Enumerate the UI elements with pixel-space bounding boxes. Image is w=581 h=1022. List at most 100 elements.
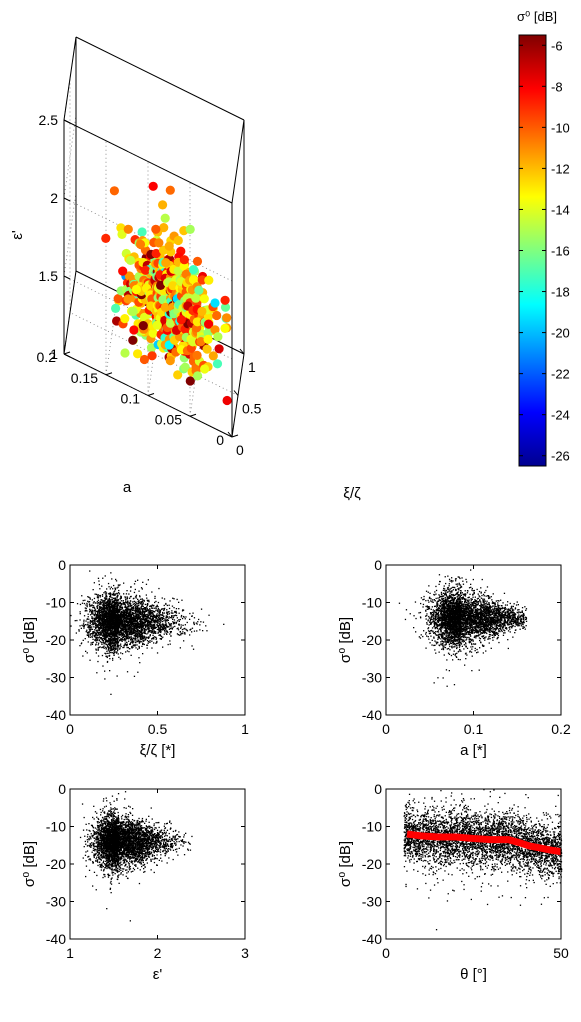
data-point <box>125 629 127 631</box>
data-point <box>133 591 136 594</box>
data-point <box>124 635 127 637</box>
data-point <box>123 626 125 629</box>
data-point <box>131 284 141 295</box>
data-point <box>99 621 101 623</box>
data-point <box>96 624 98 627</box>
data-point <box>131 609 133 611</box>
data-point <box>136 636 139 638</box>
data-point <box>108 609 110 611</box>
y-axis-label: a <box>123 479 132 496</box>
data-point <box>97 660 99 663</box>
data-point <box>99 588 101 590</box>
data-point <box>110 693 112 695</box>
data-point <box>119 626 121 628</box>
data-point <box>140 601 142 603</box>
data-point <box>113 651 115 653</box>
data-point <box>82 599 84 602</box>
data-point <box>128 636 131 639</box>
data-point <box>151 591 153 593</box>
data-point <box>110 646 112 648</box>
data-point <box>191 627 194 629</box>
data-point <box>120 615 122 617</box>
data-point <box>167 619 169 621</box>
data-point <box>116 610 119 612</box>
data-point <box>106 645 109 647</box>
data-point <box>119 630 121 632</box>
data-point <box>168 616 170 618</box>
data-point <box>96 620 98 622</box>
data-point <box>95 643 97 645</box>
data-point <box>157 631 159 633</box>
data-point <box>155 608 157 610</box>
data-point <box>147 625 149 628</box>
data-point <box>101 585 103 587</box>
data-point <box>118 609 120 611</box>
data-point <box>170 625 172 627</box>
data-point <box>97 655 100 657</box>
data-point <box>131 622 134 624</box>
data-point <box>159 624 161 626</box>
data-point <box>116 646 118 648</box>
data-point <box>149 613 151 615</box>
data-point <box>145 619 147 621</box>
data-point <box>115 623 117 625</box>
data-point <box>119 632 121 634</box>
data-point <box>139 608 141 610</box>
data-point <box>126 614 128 617</box>
data-point <box>146 604 149 607</box>
data-point <box>103 631 105 633</box>
data-point <box>204 275 214 285</box>
data-point <box>123 636 125 638</box>
data-point <box>121 606 123 608</box>
data-point <box>107 637 110 639</box>
data-point <box>115 604 117 606</box>
data-point <box>153 630 155 632</box>
axis-line <box>231 119 245 204</box>
data-point <box>116 593 119 595</box>
data-point <box>124 629 126 632</box>
data-point <box>137 617 139 619</box>
data-point <box>91 642 94 644</box>
tick-mark <box>63 351 71 355</box>
data-point <box>137 608 139 610</box>
data-point <box>148 629 150 631</box>
data-point <box>177 634 179 636</box>
data-point <box>142 640 145 642</box>
data-point <box>174 611 176 613</box>
data-point <box>110 572 112 574</box>
z-tick-label: 2.5 <box>39 112 59 128</box>
data-point <box>109 611 112 613</box>
data-point <box>125 633 128 635</box>
data-point <box>143 615 145 617</box>
colorbar-tick-label: -24 <box>551 408 570 423</box>
data-point <box>96 601 99 603</box>
data-point <box>106 606 109 609</box>
data-point <box>132 638 134 640</box>
data-point <box>111 644 114 647</box>
data-point <box>94 634 96 636</box>
data-point <box>141 626 144 628</box>
data-point <box>94 593 96 595</box>
data-point <box>89 624 91 626</box>
data-point <box>114 637 116 640</box>
data-point <box>151 632 153 634</box>
y-tick-label: 0.15 <box>71 370 98 386</box>
data-point <box>181 610 184 612</box>
data-point <box>115 614 117 617</box>
data-point <box>138 631 140 633</box>
data-point <box>186 621 188 624</box>
data-point <box>115 613 117 615</box>
data-point <box>181 599 183 601</box>
data-point <box>159 609 161 611</box>
data-point <box>128 605 130 607</box>
data-point <box>117 624 119 627</box>
data-point <box>81 595 83 597</box>
data-point <box>154 238 164 248</box>
data-point <box>99 608 101 610</box>
data-point <box>156 624 158 627</box>
data-point <box>98 622 100 624</box>
data-point <box>203 334 213 344</box>
data-point <box>114 587 116 589</box>
data-point <box>129 626 131 628</box>
data-point <box>116 648 118 650</box>
